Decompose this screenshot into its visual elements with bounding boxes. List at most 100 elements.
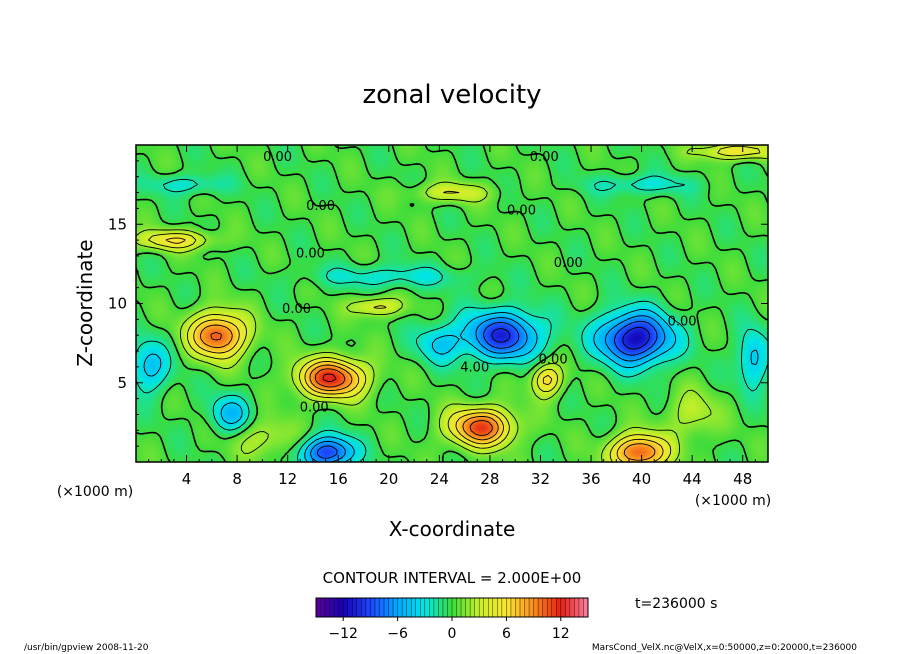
contour-level-6 (165, 237, 664, 463)
x-axis-ticks: 4 8 12 16 20 24 28 32 36 40 44 48 (148, 145, 756, 488)
colorbar-cell (533, 598, 539, 617)
contour-level-neg6 (310, 315, 666, 463)
colorbar-cell (556, 598, 562, 617)
colorbar-cell (515, 598, 521, 617)
contour-level-0 (135, 144, 769, 463)
colorbar-cell (529, 598, 534, 617)
colorbar-cell (397, 598, 403, 617)
colorbar-cell (424, 598, 430, 617)
contour-label: 4.00 (460, 361, 489, 376)
colorbar-cell (406, 598, 412, 617)
footer-left: /usr/bin/gpview 2008-11-20 (24, 643, 149, 653)
colorbar-cell (325, 598, 330, 617)
x-axis-label: X-coordinate (389, 517, 516, 541)
x-tick-label: 24 (430, 470, 449, 488)
contour-label: 0.00 (668, 315, 697, 330)
colorbar-cell (384, 598, 389, 617)
contour-labels: 0.00 0.00 0.00 0.00 0.00 0.00 0.00 0.00 0.00 4.00… (263, 150, 696, 415)
velocity-heatmap (136, 145, 768, 462)
x-tick-label: 12 (278, 470, 297, 488)
colorbar-cell (547, 598, 553, 617)
colorbar: −12 −6 0 6 12 (315, 597, 589, 642)
colorbar-cell (488, 598, 494, 617)
chart-title: zonal velocity (362, 80, 541, 110)
colorbar-tick-label: −6 (387, 626, 408, 642)
colorbar-cell (510, 598, 516, 617)
colorbar-cell (569, 598, 575, 617)
colorbar-cell (474, 598, 480, 617)
colorbar-cell (583, 598, 589, 617)
contour-label: 0.00 (507, 204, 536, 219)
contour-label: 0.00 (530, 150, 559, 165)
colorbar-cell (352, 598, 358, 617)
colorbar-tick-label: 12 (552, 626, 570, 642)
colorbar-cell (442, 598, 448, 617)
colorbar-cell (538, 598, 543, 617)
colorbar-cell (374, 598, 380, 617)
colorbar-cell (415, 598, 421, 617)
colorbar-cell (356, 598, 362, 617)
colorbar-cell (420, 598, 426, 617)
colorbar-cell (506, 598, 512, 617)
colorbar-cell (411, 598, 417, 617)
colorbar-cell (501, 598, 507, 617)
contour-interval-text: CONTOUR INTERVAL = 2.000E+00 (323, 569, 582, 587)
plot-area: 0.00 0.00 0.00 0.00 0.00 0.00 0.00 0.00 0.00 4.00… (135, 144, 769, 463)
contour-level-2 (135, 144, 769, 463)
x-tick-label: 32 (531, 470, 550, 488)
contour-level-10 (210, 331, 493, 436)
colorbar-cell (551, 598, 557, 617)
contour-label: 0.00 (539, 353, 568, 368)
x-tick-label: 36 (581, 470, 600, 488)
contour-level-12 (322, 373, 337, 383)
z-axis-label: Z-coordinate (73, 239, 97, 366)
x-tick-label: 28 (480, 470, 499, 488)
contour-level-neg8 (316, 320, 658, 459)
colorbar-cell (343, 598, 349, 617)
colorbar-cell (497, 598, 503, 617)
time-label: t=236000 s (635, 596, 717, 612)
colorbar-cell (365, 598, 371, 617)
contour-lines (135, 144, 769, 463)
contour-level-8 (199, 324, 656, 461)
colorbar-cell (542, 598, 548, 617)
x-tick-label: 8 (232, 470, 242, 488)
contour-level-neg2 (135, 175, 769, 463)
contour-level-4 (148, 145, 761, 463)
colorbar-cell (320, 598, 326, 617)
colorbar-cell (347, 598, 353, 617)
contour-label: 0.00 (296, 247, 325, 262)
x-axis-unit-right: (×1000 m) (695, 493, 771, 509)
x-tick-label: 20 (379, 470, 398, 488)
colorbar-cell (461, 598, 466, 617)
colorbar-tick-label: 6 (502, 626, 511, 642)
contour-level-neg10 (491, 326, 650, 350)
z-tick-label: 10 (108, 295, 127, 313)
colorbar-cell (429, 598, 435, 617)
x-tick-label: 48 (733, 470, 752, 488)
colorbar-cell (438, 598, 444, 617)
colorbar-cell (388, 598, 394, 617)
colorbar-cell (483, 598, 489, 617)
contour-label: 0.00 (306, 199, 335, 214)
colorbar-cell (560, 598, 566, 617)
colorbar-cell (338, 598, 344, 617)
contour-level-neg4 (143, 308, 759, 463)
contour-label: 0.00 (282, 302, 311, 317)
colorbar-ticks: −12 −6 0 6 12 (328, 617, 570, 642)
x-tick-label: 16 (329, 470, 348, 488)
colorbar-cell (456, 598, 462, 617)
contour-label: 0.00 (554, 256, 583, 271)
footer-right: MarsCond_VelX.nc@VelX,x=0:50000,z=0:2000… (592, 643, 857, 653)
colorbar-tick-label: 0 (448, 626, 457, 642)
colorbar-tick-label: −12 (328, 626, 358, 642)
colorbar-cell (447, 598, 453, 617)
z-axis-ticks: 5 10 15 (108, 160, 768, 447)
colorbar-cell (470, 598, 475, 617)
colorbar-cell (574, 598, 580, 617)
colorbar-cell (565, 598, 571, 617)
colorbar-cell (492, 598, 498, 617)
colorbar-cell (433, 598, 439, 617)
x-tick-label: 44 (683, 470, 702, 488)
